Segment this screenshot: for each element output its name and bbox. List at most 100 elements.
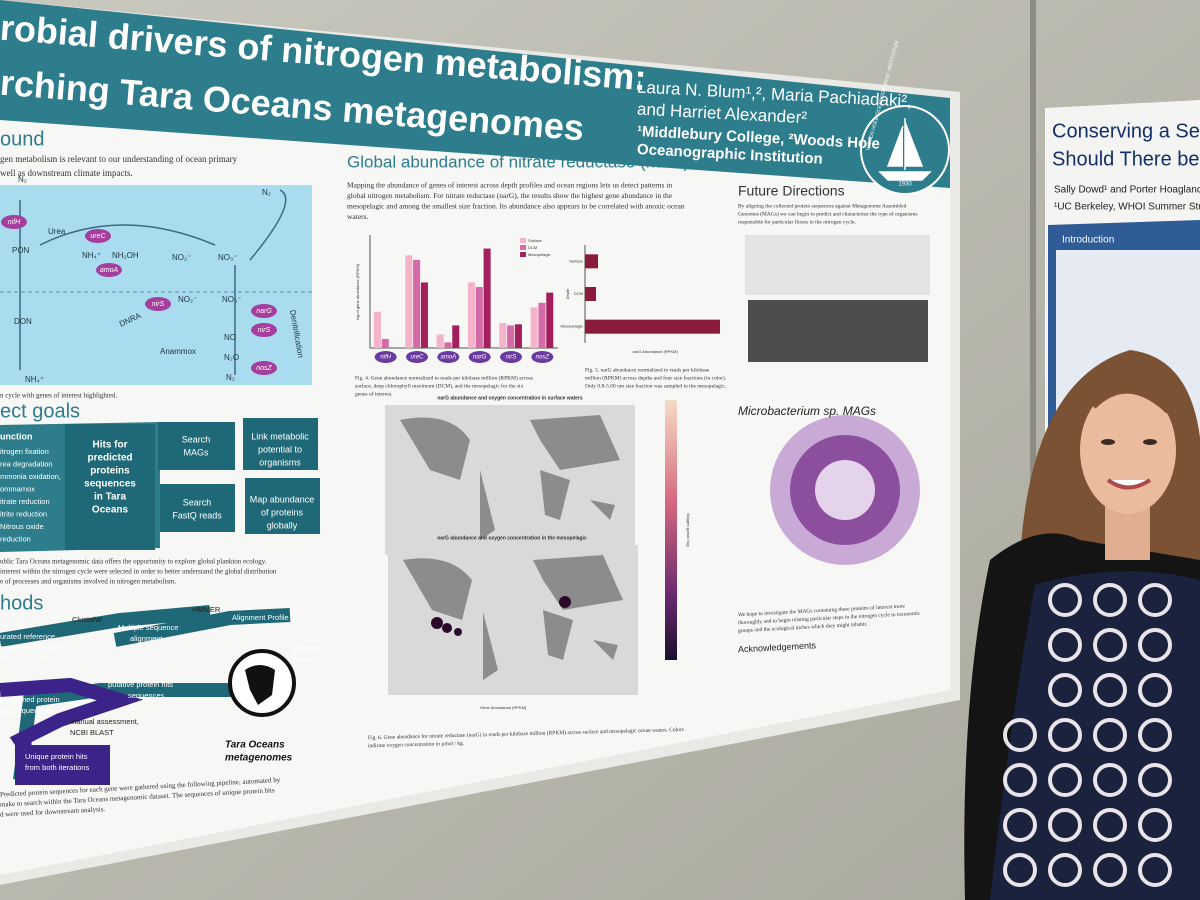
dress-dot <box>1138 718 1172 752</box>
eye <box>1101 439 1115 445</box>
goal-box-text: MAGs <box>183 447 209 457</box>
cycle-label: Anammox <box>160 347 196 356</box>
dress-dot <box>1003 718 1037 752</box>
pipeline-label: NCBI BLAST <box>70 728 114 737</box>
dress-dot <box>1048 808 1082 842</box>
goal-function: rea degradation <box>0 459 53 468</box>
legend-swatch <box>520 245 526 250</box>
gene-label: nosZ <box>256 365 272 372</box>
cycle-arrows <box>19 189 287 375</box>
body-text: waters. <box>347 212 369 221</box>
goal-box <box>160 484 235 532</box>
caption: genes of interest. <box>355 390 393 397</box>
pipeline-label: urated reference <box>0 632 55 641</box>
dress-dot <box>1138 763 1172 797</box>
goal-box-text: Hits for <box>93 440 128 451</box>
bar <box>499 323 507 348</box>
bar <box>420 282 428 348</box>
bar <box>585 319 720 334</box>
goal-function: itrite reduction <box>0 509 47 518</box>
gene-label: narG <box>256 308 272 315</box>
goal-box-text: predicted <box>87 453 132 464</box>
y-tick-label: DCM <box>574 291 583 296</box>
body-text: responsible for particular fluxes in the… <box>738 218 857 225</box>
pipeline-label: Confirmed protein <box>0 695 60 704</box>
wall-seam <box>1030 0 1036 900</box>
caption: n cycle with genes of interest highlight… <box>0 392 117 400</box>
gene-pill <box>531 351 554 363</box>
body-text: gen metabolism is relevant to our unders… <box>0 154 238 164</box>
pipeline-label: alignment <box>130 634 163 643</box>
pipeline-label: Unique protein hits <box>25 752 88 761</box>
pipeline-label: Alignment Profile <box>232 613 289 622</box>
goal-box-text: of proteins <box>261 507 304 517</box>
caption: million (RPKM) across depths and four si… <box>585 374 727 381</box>
colorbar <box>665 400 677 660</box>
neighbor-authors: Sally Dowd¹ and Porter Hoagland² <box>1054 185 1200 196</box>
gene-pill <box>85 229 111 243</box>
bar <box>483 248 491 348</box>
section-heading: Microbacterium sp. MAGs <box>738 404 876 418</box>
section-heading: ect goals <box>0 400 80 422</box>
seal-ship <box>878 118 932 181</box>
dress-dot <box>1138 628 1172 662</box>
cycle-label: N₂O <box>224 353 239 362</box>
bar <box>530 307 538 348</box>
dress-dot <box>1003 763 1037 797</box>
cycle-label: N₂ <box>262 188 271 197</box>
dress-dot <box>1138 853 1172 887</box>
section-heading: Global abundance of nitrate reductase (n… <box>347 152 689 171</box>
gene-pill <box>406 351 428 363</box>
pipeline-label: ClustalW <box>72 615 103 624</box>
body-text: interest within the nitrogen cycle were … <box>0 568 277 576</box>
gene-pill <box>251 361 277 375</box>
neighbor-title: Conserving a Sea of S <box>1052 120 1200 142</box>
legend-label: DCM <box>528 245 537 250</box>
gene-label: nirS <box>258 327 271 334</box>
section-heading: ound <box>0 128 45 150</box>
axis-label: log of gene abundance (RPKM) <box>355 263 360 320</box>
goal-box-text: FastQ reads <box>172 510 222 520</box>
pipeline-label: search <box>292 655 315 664</box>
caption: Fig. 5. narG abundance normalized to rea… <box>585 367 710 373</box>
goal-box <box>158 422 235 470</box>
axis-label: Depth <box>565 289 570 300</box>
cycle-label: NH₄⁺ <box>25 375 44 384</box>
cycle-label: NO <box>224 333 236 342</box>
colorbar-label: Oxygen (µmol / kg) <box>686 513 691 548</box>
cycle-label: N₂ <box>226 373 235 382</box>
x-tick-label: nifH <box>380 355 391 361</box>
gene-pill <box>251 323 277 337</box>
cycle-label: Urea <box>48 227 66 236</box>
caption: surface, deep chlorophyll maximum (DCM),… <box>355 382 524 389</box>
cycle-label: NO₂⁻ <box>178 295 197 304</box>
dress-dot <box>1093 853 1127 887</box>
gene-label: amoA <box>100 267 119 274</box>
goal-function: itrate reduction <box>0 497 50 506</box>
map-point <box>559 596 571 608</box>
y-tick-label: Surface <box>569 258 584 263</box>
section-heading: Acknowledgements <box>738 640 817 654</box>
legend-label: Mesopelagic <box>528 252 550 257</box>
bar <box>514 324 522 348</box>
bar <box>436 334 444 348</box>
smile <box>1106 478 1152 490</box>
bar <box>538 302 546 348</box>
bar <box>373 311 381 348</box>
bar <box>444 342 452 348</box>
goal-box-text: Search <box>183 497 212 507</box>
pipeline-label: sequences <box>128 691 165 700</box>
map-point <box>442 623 452 633</box>
goal-box-text: Search <box>182 434 211 444</box>
cycle-label: NO₃⁻ <box>222 295 241 304</box>
y-tick-label: Mesopelagic <box>561 324 583 329</box>
axis-label: narG Abundance (RPKM) <box>632 349 678 354</box>
dress-dot <box>1138 583 1172 617</box>
goal-function: ommamox <box>0 484 35 493</box>
dress-dot <box>1048 853 1082 887</box>
legend-swatch <box>520 238 526 243</box>
goal-box-text: Map abundance <box>250 494 315 504</box>
dress-dot <box>1093 808 1127 842</box>
body-text: global nitrogen metabolism. For nitrate … <box>347 191 673 200</box>
